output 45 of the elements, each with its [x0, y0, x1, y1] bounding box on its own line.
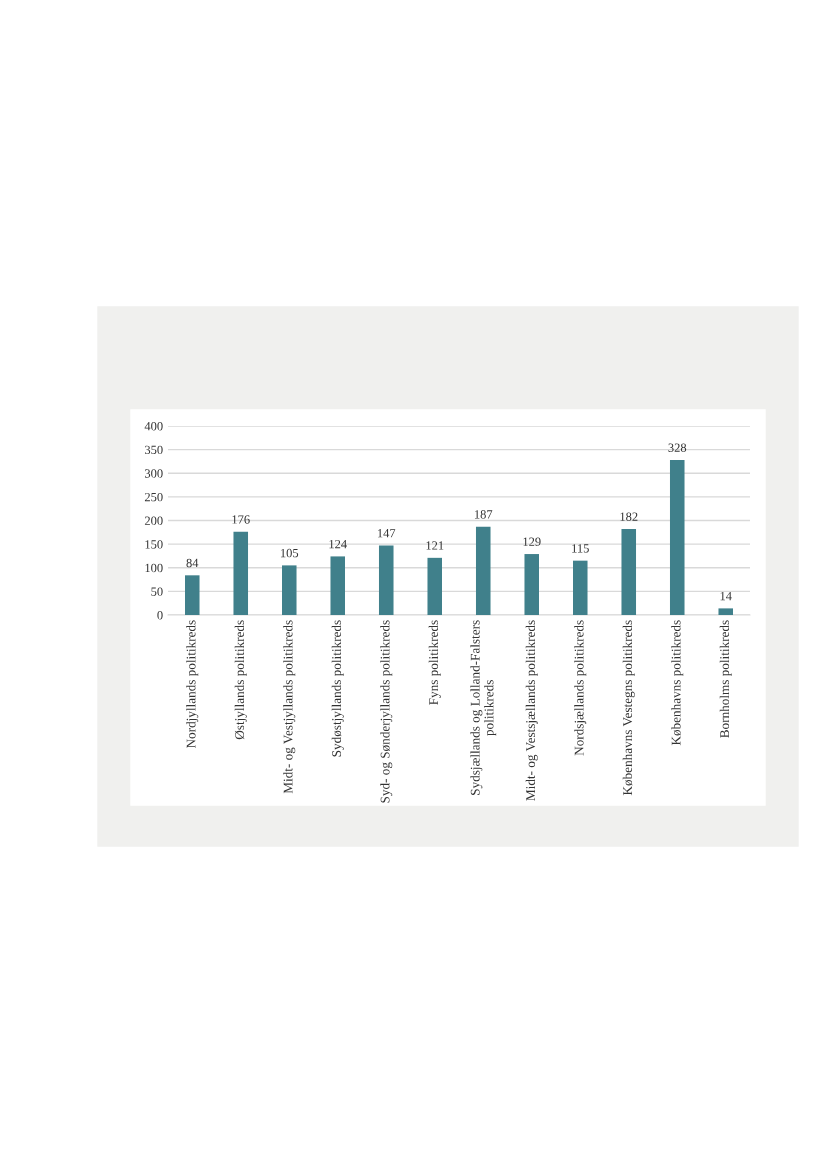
bar: [572, 560, 588, 615]
y-tick-label: 350: [144, 445, 163, 455]
y-tick-label: 400: [144, 422, 163, 431]
bar: [621, 529, 637, 615]
bar: [330, 556, 346, 615]
x-tick-label: Midt- og Vestsjællands politikreds: [525, 620, 538, 801]
y-tick-label: 100: [145, 563, 163, 573]
x-tick-label: Sydøstjyllands politikreds: [331, 620, 344, 757]
data-label: 129: [523, 537, 541, 546]
x-tick-label: Nordsjællands politikreds: [574, 620, 587, 756]
bar: [427, 557, 443, 615]
y-tick-label: 0: [157, 611, 163, 620]
y-tick-label: 200: [144, 516, 163, 525]
x-tick-label: Bornholms politikreds: [719, 620, 732, 738]
x-tick-label: Midt- og Vestjyllands politikreds: [283, 620, 296, 794]
bar: [378, 545, 394, 615]
data-label: 121: [426, 541, 444, 550]
y-tick-label: 300: [144, 469, 163, 478]
x-tick-label: Sydsjællands og Lolland-Falsters politikreds: [470, 620, 497, 795]
data-label: 84: [186, 558, 199, 568]
bar: [281, 565, 297, 615]
bar: [184, 575, 200, 615]
x-tick-label: Fyns politikreds: [428, 620, 441, 705]
data-label: 182: [620, 512, 638, 521]
y-tick-label: 250: [144, 492, 163, 502]
data-label: 328: [668, 443, 687, 452]
data-label: 105: [280, 548, 299, 558]
y-tick-label: 50: [151, 587, 163, 596]
x-tick-label: Østjyllands politikreds: [234, 620, 247, 740]
data-label: 124: [329, 539, 347, 549]
x-tick-label: Københavns politikreds: [671, 620, 684, 746]
bar: [524, 554, 540, 615]
data-label: 14: [720, 591, 732, 601]
data-label: 147: [377, 529, 396, 538]
data-label: 187: [474, 510, 493, 519]
x-tick-label: Nordjyllands politikreds: [186, 620, 199, 749]
bar: [233, 531, 249, 615]
bar: [669, 460, 685, 615]
y-tick-label: 150: [145, 540, 163, 549]
x-tick-label: Københavns Vestegns politikreds: [622, 620, 635, 796]
bar: [718, 608, 734, 615]
data-label: 115: [572, 544, 589, 553]
data-label: 176: [232, 515, 250, 524]
x-tick-label: Syd- og Sønderjyllands politikreds: [380, 620, 393, 803]
bar: [475, 526, 491, 615]
